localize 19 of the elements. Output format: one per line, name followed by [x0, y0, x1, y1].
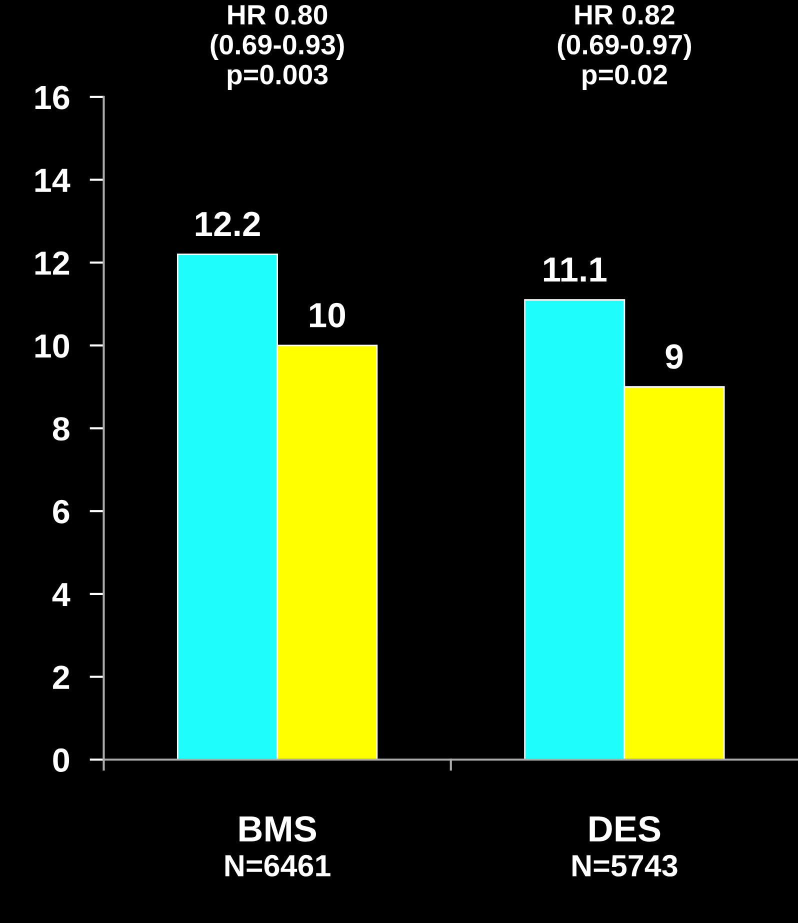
x-tick-label: BMS	[240, 816, 316, 842]
y-tick-label: 10	[35, 334, 70, 358]
y-tick-label: 4	[52, 583, 70, 606]
y-tick-label: 2	[53, 666, 70, 689]
x-tick-label: DES	[590, 816, 660, 842]
y-tick-label: 12	[35, 251, 70, 275]
data-label: 11.1	[544, 258, 606, 282]
text: N=6461	[225, 854, 330, 877]
y-tick-label: 16	[35, 86, 70, 110]
text: N=5743	[572, 854, 678, 877]
text: HR 0.82 (0.69-0.97) p=0.02	[558, 4, 691, 90]
y-tick-label: 6	[53, 500, 70, 524]
data-label: 9	[666, 344, 683, 369]
y-tick-label: 0	[53, 748, 70, 772]
data-label: 10	[310, 302, 346, 328]
y-tick-label: 14	[35, 168, 70, 192]
text: HR 0.80 (0.69-0.93) p=0.003	[210, 4, 344, 90]
data-label: 12.2	[196, 212, 260, 236]
y-tick-label: 8	[52, 417, 70, 441]
